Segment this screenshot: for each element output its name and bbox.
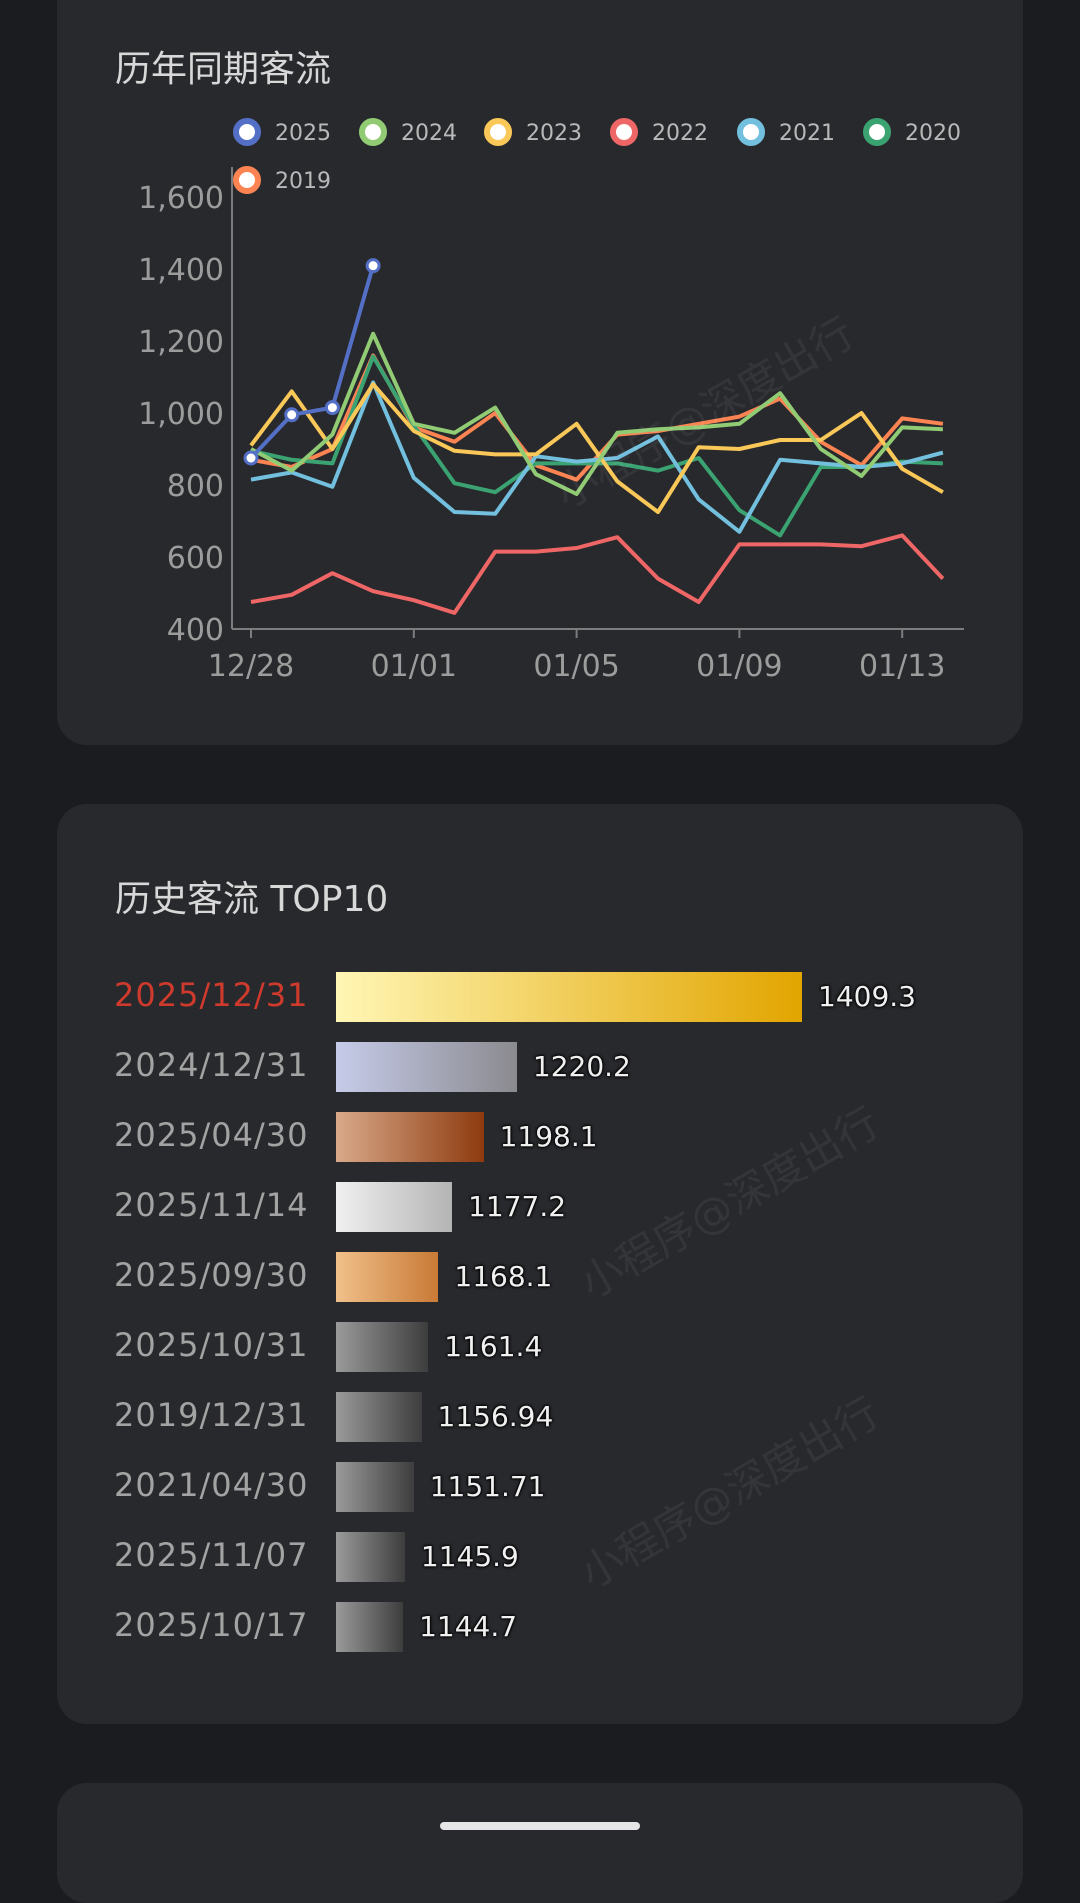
top10-row: 2024/12/31 1220.2 <box>57 1042 1023 1092</box>
top10-bar <box>336 1182 453 1232</box>
top10-bar <box>336 1252 439 1302</box>
top10-bar <box>336 1112 484 1162</box>
legend-marker-2023 <box>484 118 512 146</box>
top10-date: 2025/11/07 <box>114 1536 309 1574</box>
top10-value: 1151.71 <box>429 1470 546 1503</box>
series-point-2025 <box>243 450 259 466</box>
y-tick-label: 1,400 <box>138 253 224 288</box>
legend-label-2025: 2025 <box>275 121 331 146</box>
x-tick-label: 01/13 <box>859 649 945 684</box>
top10-value: 1409.3 <box>818 980 916 1013</box>
legend-marker-2019 <box>233 166 261 194</box>
top10-date: 2021/04/30 <box>114 1466 309 1504</box>
top10-row: 2025/10/17 1144.7 <box>57 1602 1023 1652</box>
top10-row: 2025/10/31 1161.4 <box>57 1322 1023 1372</box>
x-tick-label: 01/09 <box>696 649 782 684</box>
top10-row: 2021/04/30 1151.71 <box>57 1462 1023 1512</box>
line-chart-title: 历年同期客流 <box>115 49 332 90</box>
series-line-2024 <box>250 331 943 496</box>
top10-value: 1145.9 <box>420 1540 519 1573</box>
series-point-2025 <box>284 407 300 423</box>
top10-value: 1168.1 <box>454 1260 553 1293</box>
top10-bar <box>336 1042 517 1092</box>
top10-bar <box>336 1322 429 1372</box>
top10-card: 历史客流 TOP10 2025/12/31 1409.3 2024/12/31 122… <box>57 804 1023 1724</box>
top10-row: 2025/04/30 1198.1 <box>57 1112 1023 1162</box>
top10-value: 1161.4 <box>444 1330 543 1363</box>
legend-label-2019: 2019 <box>275 169 331 194</box>
top10-bar <box>336 1462 414 1512</box>
top10-value: 1220.2 <box>532 1050 631 1083</box>
series-point-2025 <box>324 400 340 416</box>
top10-row: 2019/12/31 1156.94 <box>57 1392 1023 1442</box>
line-chart: 400 600 800 1,000 1,200 1,400 1,600 12/28 01/01 0… <box>138 118 964 684</box>
series-point-2025 <box>365 258 381 274</box>
top10-date: 2025/04/30 <box>114 1116 309 1154</box>
top10-bar <box>336 972 802 1022</box>
top10-row: 2025/11/14 1177.2 <box>57 1182 1023 1232</box>
top10-row: 2025/12/31 1409.3 <box>57 972 1023 1022</box>
home-indicator[interactable] <box>440 1822 640 1830</box>
legend-label-2020: 2020 <box>905 121 961 146</box>
y-tick-label: 800 <box>167 469 224 504</box>
legend-label-2022: 2022 <box>652 121 708 146</box>
y-tick-label: 600 <box>167 541 224 576</box>
legend-marker-2022 <box>610 118 638 146</box>
top10-date: 2025/09/30 <box>114 1256 309 1294</box>
line-chart-card: 历年同期客流 400 600 800 1,000 1,200 1,400 1,600 12/2… <box>57 0 1023 745</box>
top10-date: 2024/12/31 <box>114 1046 309 1084</box>
legend-marker-2024 <box>359 118 387 146</box>
top10-value: 1156.94 <box>437 1400 554 1433</box>
top10-bar <box>336 1392 422 1442</box>
top10-bar <box>336 1532 405 1582</box>
top10-bar <box>336 1602 404 1652</box>
y-tick-label: 400 <box>167 613 224 648</box>
y-tick-label: 1,200 <box>138 325 224 360</box>
top10-value: 1198.1 <box>499 1120 598 1153</box>
series-line-2025 <box>249 265 376 460</box>
series-line-2023 <box>249 382 944 514</box>
next-card <box>57 1783 1023 1903</box>
top10-title: 历史客流 TOP10 <box>115 879 389 920</box>
top10-value: 1144.7 <box>419 1610 518 1643</box>
top10-date: 2019/12/31 <box>114 1396 309 1434</box>
x-tick-label: 12/28 <box>208 649 294 684</box>
top10-date: 2025/11/14 <box>114 1186 309 1224</box>
legend-label-2023: 2023 <box>526 121 582 146</box>
top10-date: 2025/10/17 <box>114 1606 309 1644</box>
top10-row: 2025/11/07 1145.9 <box>57 1532 1023 1582</box>
y-tick-label: 1,600 <box>138 181 224 216</box>
x-tick-label: 01/05 <box>533 649 619 684</box>
top10-value: 1177.2 <box>468 1190 567 1223</box>
top10-date: 2025/10/31 <box>114 1326 309 1364</box>
legend-label-2021: 2021 <box>779 121 835 146</box>
y-tick-label: 1,000 <box>138 397 224 432</box>
top10-row: 2025/09/30 1168.1 <box>57 1252 1023 1302</box>
legend-marker-2021 <box>737 118 765 146</box>
legend-label-2024: 2024 <box>401 121 457 146</box>
series-line-2022 <box>250 533 945 615</box>
x-tick-label: 01/01 <box>371 649 457 684</box>
top10-date: 2025/12/31 <box>114 976 309 1014</box>
legend-marker-2025 <box>233 118 261 146</box>
legend-marker-2020 <box>863 118 891 146</box>
